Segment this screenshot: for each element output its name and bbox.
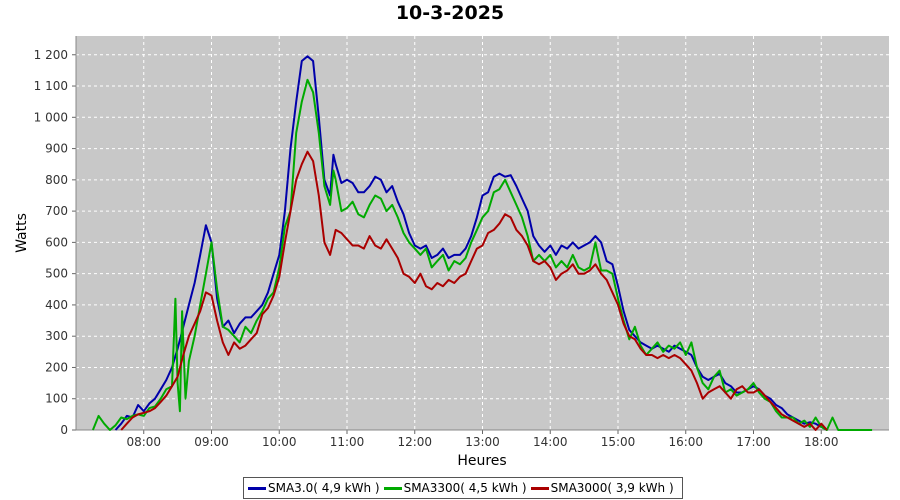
x-tick-label: 09:00	[194, 435, 229, 449]
y-tick-label: 300	[45, 329, 68, 343]
y-tick-label: 0	[60, 423, 68, 437]
plot-area	[76, 36, 889, 430]
legend-label: SMA3000( 3,9 kWh )	[550, 481, 674, 495]
x-tick-label: 17:00	[736, 435, 771, 449]
legend-swatch	[530, 486, 549, 490]
y-tick-label: 200	[45, 360, 68, 374]
y-axis-title: Watts	[14, 213, 30, 253]
y-tick-label: 800	[45, 173, 68, 187]
y-tick-label: 1 000	[34, 110, 68, 124]
x-tick-label: 14:00	[533, 435, 568, 449]
x-tick-label: 16:00	[668, 435, 703, 449]
legend: SMA3.0( 4,9 kWh ) SMA3300( 4,5 kWh ) SMA30…	[243, 477, 683, 499]
y-tick-label: 700	[45, 204, 68, 218]
legend-label: SMA3300( 4,5 kWh )	[403, 481, 527, 495]
y-tick-label: 100	[45, 392, 68, 406]
y-tick-label: 400	[45, 298, 68, 312]
y-tick-label: 900	[45, 142, 68, 156]
x-tick-label: 15:00	[601, 435, 636, 449]
axes: 0 100 200 300 400 500 600 700 800 900 1 000 1 100 1 …	[34, 36, 889, 449]
legend-swatch	[248, 486, 266, 490]
x-tick-label: 12:00	[397, 435, 432, 449]
x-tick-label: 13:00	[465, 435, 500, 449]
x-tick-label: 10:00	[262, 435, 297, 449]
x-tick-label: 08:00	[126, 435, 161, 449]
legend-item: SMA3.0( 4,9 kWh )	[248, 481, 380, 495]
y-tick-label: 600	[45, 235, 68, 249]
legend-label: SMA3.0( 4,9 kWh )	[268, 481, 380, 495]
x-axis-title: Heures	[457, 453, 506, 469]
y-tick-label: 1 200	[34, 48, 68, 62]
x-tick-label: 11:00	[330, 435, 365, 449]
series-line-1	[114, 55, 828, 431]
legend-item: SMA3000( 3,9 kWh )	[530, 481, 674, 495]
series-lines	[91, 55, 873, 431]
series-line-3	[120, 150, 828, 431]
y-tick-label: 1 100	[34, 79, 68, 93]
y-tick-label: 500	[45, 267, 68, 281]
legend-item: SMA3300( 4,5 kWh )	[383, 481, 527, 495]
chart-title: 10-3-2025	[395, 2, 505, 24]
series-line-2	[91, 78, 873, 431]
legend-swatch	[383, 486, 402, 490]
x-tick-label: 18:00	[804, 435, 839, 449]
